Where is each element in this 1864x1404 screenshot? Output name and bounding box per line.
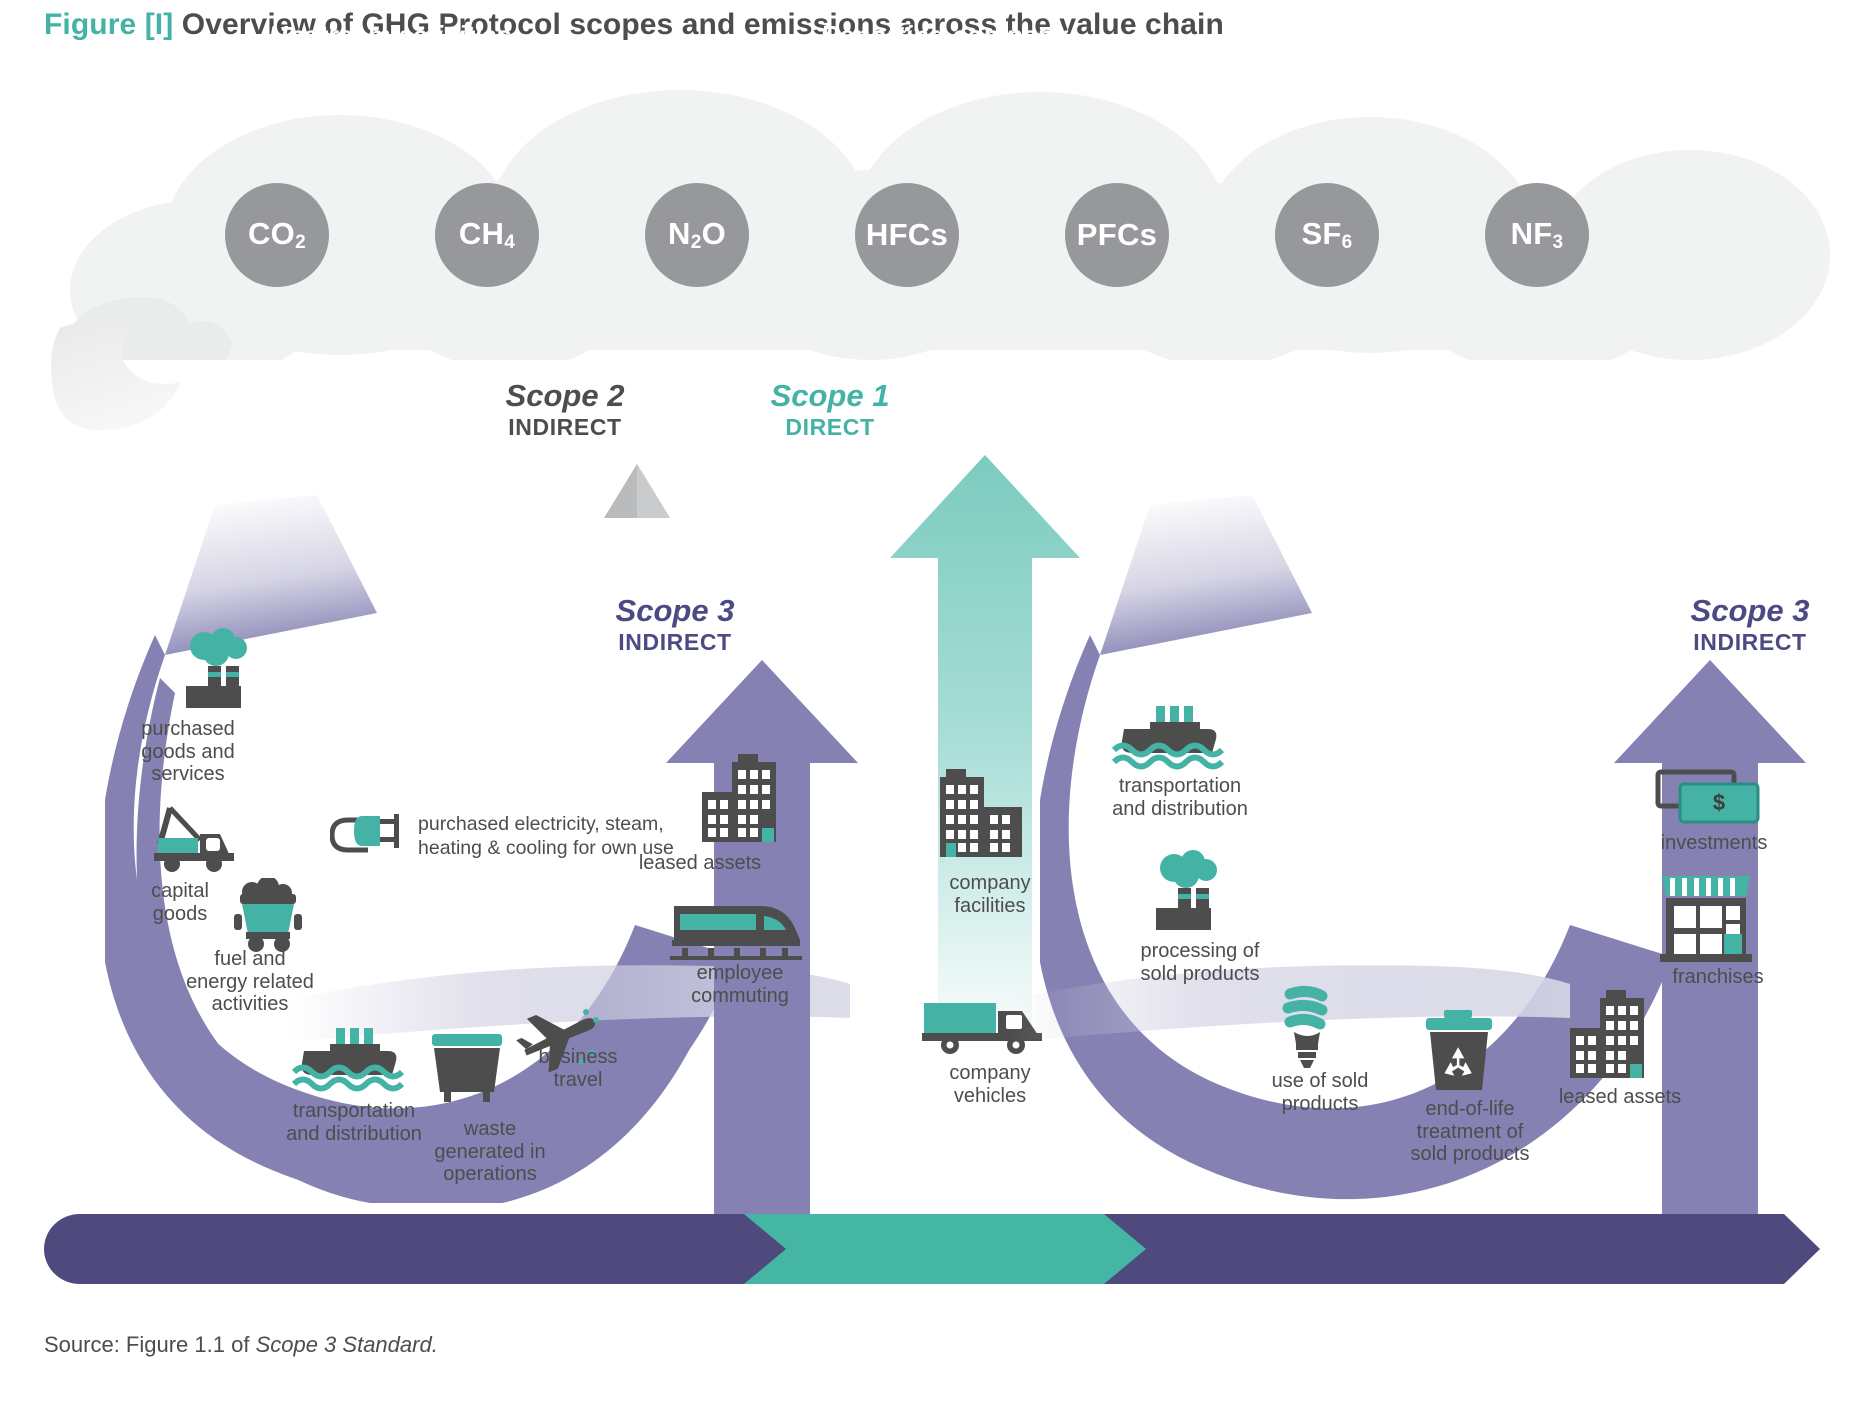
title-text: Overview of GHG Protocol scopes and emis…	[181, 8, 1224, 41]
figure-label: Figure [I]	[44, 8, 174, 41]
downstream-arrow-shape	[1040, 495, 1672, 1199]
end-of-life-label: end-of-life treatment of sold products	[1410, 1098, 1530, 1166]
gas-label-hfcs: HFCs	[865, 217, 949, 252]
gas-label-nf3: NF3	[1510, 216, 1564, 253]
shop-icon-franchises	[1660, 876, 1752, 962]
purchased-goods-label: purchased goods and services	[141, 718, 235, 786]
transportation-distribution-downstream-label: transportation and distribution	[1112, 775, 1248, 820]
downstream-activities-label: Downstream activities	[1320, 19, 1600, 50]
waste-generated-label: waste generated in operations	[434, 1118, 546, 1186]
gas-bubble-ch4: CH4	[435, 183, 539, 287]
gas-bubble-sf6: SF6	[1275, 183, 1379, 287]
gas-label-n2o: N2O	[668, 216, 726, 253]
company-facilities-label: company facilities	[949, 872, 1031, 917]
factory-icon	[186, 628, 247, 708]
gas-label-pfcs: PFCs	[1076, 217, 1158, 252]
reporting-company-label: Reporting company	[820, 19, 1068, 50]
upstream-tail-fade	[290, 965, 850, 1042]
gas-label-ch4: CH4	[458, 216, 516, 253]
business-travel-label: business travel	[538, 1046, 618, 1091]
train-icon	[670, 906, 802, 960]
company-vehicles-label: company vehicles	[949, 1062, 1031, 1107]
gas-bubble-hfcs: HFCs	[855, 183, 959, 287]
scope-3-downstream-label: Scope 3 INDIRECT	[1640, 593, 1860, 656]
franchises-label: franchises	[1672, 966, 1764, 988]
scope-1-title: Scope 1	[770, 378, 890, 413]
page-title: Figure [I] Overview of GHG Protocol scop…	[44, 8, 1744, 56]
purchased-electricity-label: purchased electricity, steam, heating & …	[418, 813, 674, 860]
scope-1-label: Scope 1 DIRECT	[720, 378, 940, 441]
lightbulb-icon	[1282, 985, 1328, 1068]
scope-1-subtitle: DIRECT	[785, 413, 875, 440]
scope-3-downstream-subtitle: INDIRECT	[1693, 628, 1807, 655]
source-note: Source: Figure 1.1 of Scope 3 Standard.	[44, 1332, 438, 1358]
fuel-energy-label: fuel and energy related activities	[186, 948, 314, 1016]
scope-3-upstream-subtitle: INDIRECT	[618, 628, 732, 655]
upstream-activities-label: Upstream activities	[268, 19, 512, 50]
capital-goods-label: capital goods	[151, 880, 209, 925]
recycle-bin-icon	[1426, 1010, 1492, 1090]
scope-2-subtitle: INDIRECT	[508, 413, 622, 440]
scope-2-label: Scope 2 INDIRECT	[455, 378, 675, 441]
gas-label-co2: CO2	[248, 216, 306, 253]
money-icon: $	[1655, 769, 1760, 824]
buildings-icon-downstream	[1570, 990, 1644, 1078]
money-dollar-symbol: $	[1713, 790, 1725, 815]
upstream-arrow-shape	[105, 495, 737, 1199]
ship-icon-upstream	[291, 1028, 405, 1092]
investments-label: investments	[1660, 832, 1768, 854]
waste-bin-icon	[432, 1034, 502, 1102]
gas-label-sf6: SF6	[1301, 216, 1353, 253]
value-chain-bar	[44, 1214, 1820, 1284]
source-italic: Scope 3 Standard.	[255, 1332, 438, 1357]
transportation-distribution-upstream-label: transportation and distribution	[286, 1100, 422, 1145]
employee-commuting-label: employee commuting	[691, 962, 789, 1007]
buildings-icon-upstream	[702, 754, 776, 842]
leased-assets-downstream-label: leased assets	[1558, 1086, 1682, 1108]
gas-bubble-pfcs: PFCs	[1065, 183, 1169, 287]
scope-2-arrow	[604, 464, 670, 518]
source-prefix: Source: Figure 1.1 of	[44, 1332, 256, 1357]
scope-3-upstream-title: Scope 3	[615, 593, 735, 628]
buildings-icon-company-facilities	[940, 769, 1022, 857]
factory-icon-downstream	[1156, 850, 1217, 930]
scope-1-arrow	[890, 455, 1080, 1055]
scope-2-title: Scope 2	[505, 378, 625, 413]
gas-bubble-co2: CO2	[225, 183, 329, 287]
scope-3-downstream-title: Scope 3	[1690, 593, 1810, 628]
gas-bubble-nf3: NF3	[1485, 183, 1589, 287]
ship-icon-downstream	[1111, 706, 1225, 770]
leased-assets-upstream-label: leased assets	[638, 852, 762, 874]
processing-sold-products-label: processing of sold products	[1140, 940, 1260, 985]
scope-3-upstream-label: Scope 3 INDIRECT	[565, 593, 785, 656]
crane-truck-icon	[154, 806, 234, 872]
gas-bubble-n2o: N2O	[645, 183, 749, 287]
plug-icon	[330, 814, 399, 853]
use-of-sold-products-label: use of sold products	[1271, 1070, 1369, 1115]
cloud-fragment	[51, 321, 182, 431]
airplane-icon	[516, 1009, 599, 1073]
coal-cart-icon	[234, 878, 302, 952]
